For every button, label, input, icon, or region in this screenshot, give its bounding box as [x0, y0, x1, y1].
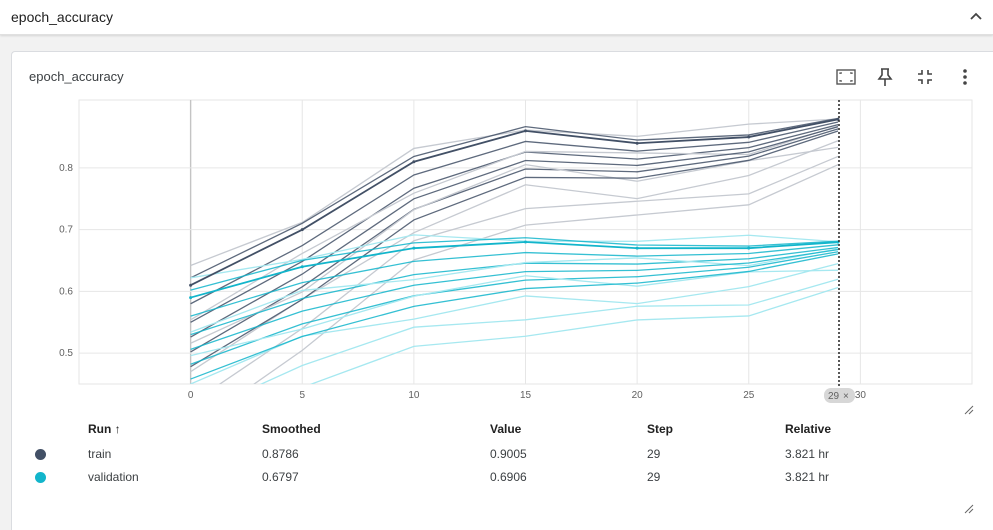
table-row[interactable]: train 0.8786 0.9005 29 3.821 hr: [32, 442, 905, 465]
series-point-validation: [747, 246, 751, 250]
run-name: train: [88, 446, 112, 461]
background-run-smoothed: [190, 130, 839, 368]
run-color-icon[interactable]: [35, 448, 46, 460]
col-step[interactable]: Step: [647, 422, 674, 436]
x-tick-label: 5: [299, 390, 305, 401]
background-run-smoothed: [190, 244, 839, 317]
x-tick-label: 15: [520, 390, 532, 401]
series-line-validation: [190, 241, 839, 299]
background-run-line: [190, 248, 839, 333]
collapse-card-button[interactable]: [914, 66, 936, 88]
more-options-button[interactable]: [954, 66, 976, 88]
smoothed-value: 0.8786: [262, 446, 299, 461]
table-header-row: Run ↑ Smoothed Value Step Relative: [32, 416, 905, 442]
pin-button[interactable]: [874, 66, 896, 88]
background-run-smoothed: [190, 251, 839, 365]
background-run-smoothed: [190, 237, 839, 291]
background-run-smoothed: [190, 117, 839, 279]
chart-grid: [78, 99, 973, 385]
series-point-train: [300, 228, 304, 232]
line-chart[interactable]: 0 5 10 15 20 25 30 0.5 0.6 0.7 0.8 29 ×: [12, 52, 993, 530]
col-smoothed[interactable]: Smoothed: [262, 422, 321, 436]
run-color-icon[interactable]: [35, 471, 46, 483]
x-tick-label: 0: [188, 390, 194, 401]
run-lines-background: [190, 117, 839, 384]
smoothed-value: 0.6797: [262, 469, 299, 484]
raw-value: 0.9005: [490, 446, 527, 461]
background-run-smoothed: [190, 126, 839, 338]
series-point-train: [747, 135, 751, 139]
fit-domain-icon: [836, 69, 856, 85]
hover-step-chip: [824, 388, 855, 403]
series-point-train: [524, 129, 527, 133]
collapse-section-button[interactable]: [964, 5, 988, 29]
hover-step-label: 29: [828, 391, 840, 402]
background-run-smoothed: [190, 121, 839, 305]
series-point-validation: [524, 240, 527, 244]
background-run-line: [309, 286, 839, 384]
section-title: epoch_accuracy: [11, 9, 113, 25]
background-run-smoothed: [190, 128, 839, 353]
relative-value: 3.821 hr: [785, 469, 830, 484]
table-row[interactable]: validation 0.6797 0.6906 29 3.821 hr: [32, 465, 905, 488]
collapse-card-icon: [918, 70, 932, 84]
series-point-validation: [635, 246, 639, 250]
series-point-validation: [300, 265, 304, 269]
y-tick-label: 0.8: [59, 163, 73, 174]
background-run-smoothed: [190, 248, 839, 351]
series-lines: [189, 117, 840, 300]
y-tick-label: 0.6: [59, 286, 73, 297]
raw-value: 0.6906: [490, 469, 527, 484]
series-point-validation: [412, 246, 416, 250]
x-tick-label: 20: [632, 390, 644, 401]
runs-table: Run ↑ Smoothed Value Step Relative train…: [32, 416, 905, 488]
series-point-train: [189, 283, 193, 287]
background-run-line: [253, 164, 839, 384]
series-point-validation: [189, 296, 193, 300]
hover-indicator: 29 ×: [824, 100, 855, 403]
chart-axes: 0 5 10 15 20 25 30 0.5 0.6 0.7 0.8: [59, 163, 866, 401]
hover-step-close: ×: [843, 391, 849, 402]
series-point-train: [412, 160, 416, 164]
x-tick-label: 30: [855, 390, 867, 401]
x-tick-label: 10: [408, 390, 420, 401]
pin-icon: [877, 68, 893, 86]
background-run-line: [218, 155, 839, 384]
card-title: epoch_accuracy: [29, 69, 124, 84]
chart-resize-icon[interactable]: [963, 404, 975, 416]
background-run-smoothed: [190, 253, 839, 380]
run-name: validation: [88, 469, 139, 484]
step-value: 29: [647, 446, 661, 461]
section-header: epoch_accuracy: [0, 0, 993, 35]
col-relative[interactable]: Relative: [785, 422, 832, 436]
scalar-card: epoch_accuracy 0 5 10 15 20 25 30 0.5 0.6 0.7 0.8 …: [11, 51, 993, 530]
col-run[interactable]: Run ↑: [88, 422, 121, 436]
step-value: 29: [647, 469, 661, 484]
y-tick-label: 0.5: [59, 348, 73, 359]
background-run-line: [190, 125, 839, 321]
fit-domain-button[interactable]: [835, 66, 857, 88]
chevron-up-icon: [970, 12, 982, 20]
series-point-train: [635, 141, 639, 145]
background-run-line: [259, 278, 839, 384]
col-value[interactable]: Value: [490, 422, 522, 436]
relative-value: 3.821 hr: [785, 446, 830, 461]
more-vert-icon: [963, 69, 967, 85]
x-tick-label: 25: [743, 390, 755, 401]
table-resize-icon[interactable]: [963, 503, 975, 515]
y-tick-label: 0.7: [59, 225, 73, 236]
